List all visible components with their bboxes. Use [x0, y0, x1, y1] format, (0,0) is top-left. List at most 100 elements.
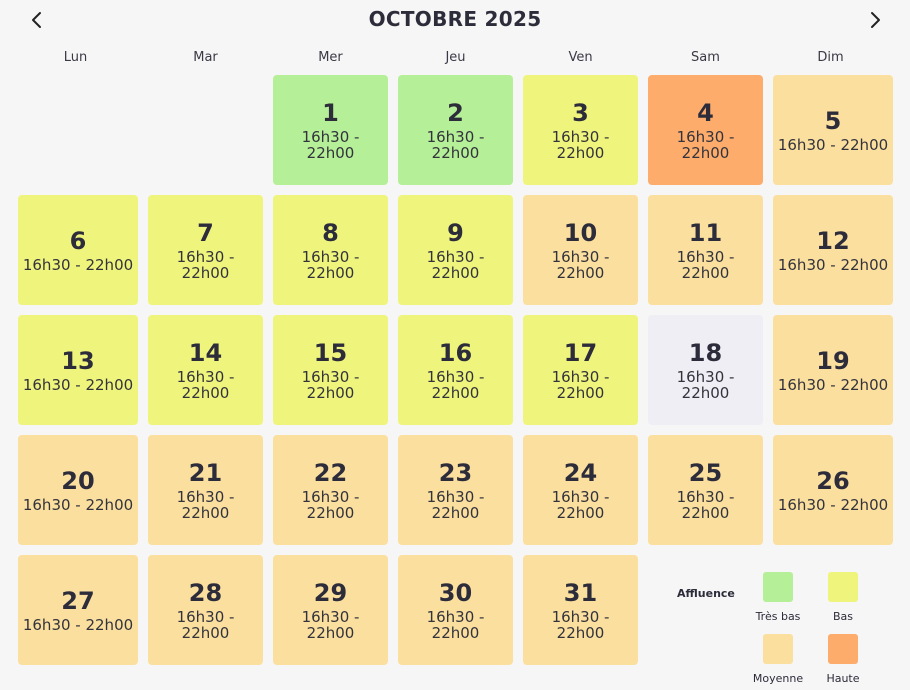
day-cell-20[interactable]: 20 16h30 - 22h00 — [18, 435, 138, 545]
opening-hours: 16h30 - 22h00 — [551, 608, 610, 642]
day-cell-6[interactable]: 6 16h30 - 22h00 — [18, 195, 138, 305]
opening-hours: 16h30 - 22h00 — [426, 488, 485, 522]
legend-swatch — [828, 572, 858, 602]
opening-hours: 16h30 - 22h00 — [22, 496, 134, 514]
weekday-label: Mer — [318, 50, 343, 65]
opening-hours: 16h30 - 22h00 — [176, 608, 235, 642]
day-cell-23[interactable]: 23 16h30 - 22h00 — [398, 435, 513, 545]
opening-hours: 16h30 - 22h00 — [176, 248, 235, 282]
day-number: 26 — [816, 467, 850, 495]
opening-hours: 16h30 - 22h00 — [551, 248, 610, 282]
opening-hours: 16h30 - 22h00 — [22, 256, 134, 274]
day-cell-27[interactable]: 27 16h30 - 22h00 — [18, 555, 138, 665]
next-month-button[interactable] — [863, 8, 887, 32]
opening-hours: 16h30 - 22h00 — [176, 488, 235, 522]
day-cell-10[interactable]: 10 16h30 - 22h00 — [523, 195, 638, 305]
day-number: 31 — [563, 579, 598, 607]
day-number: 14 — [188, 339, 223, 367]
day-cell-28[interactable]: 28 16h30 - 22h00 — [148, 555, 263, 665]
day-number: 24 — [563, 459, 598, 487]
opening-hours: 16h30 - 22h00 — [301, 248, 360, 282]
weekday-label: Mar — [193, 50, 218, 65]
chevron-left-icon — [32, 12, 41, 28]
day-cell-9[interactable]: 9 16h30 - 22h00 — [398, 195, 513, 305]
day-cell-15[interactable]: 15 16h30 - 22h00 — [273, 315, 388, 425]
day-number: 21 — [188, 459, 223, 487]
day-cell-1[interactable]: 1 16h30 - 22h00 — [273, 75, 388, 185]
opening-hours: 16h30 - 22h00 — [426, 248, 485, 282]
opening-hours: 16h30 - 22h00 — [777, 256, 889, 274]
month-title: OCTOBRE 2025 — [368, 7, 542, 31]
opening-hours: 16h30 - 22h00 — [22, 376, 134, 394]
day-number: 17 — [563, 339, 598, 367]
opening-hours: 16h30 - 22h00 — [551, 128, 610, 162]
day-number: 6 — [69, 227, 87, 255]
day-cell-21[interactable]: 21 16h30 - 22h00 — [148, 435, 263, 545]
day-cell-24[interactable]: 24 16h30 - 22h00 — [523, 435, 638, 545]
opening-hours: 16h30 - 22h00 — [777, 136, 889, 154]
day-cell-3[interactable]: 3 16h30 - 22h00 — [523, 75, 638, 185]
opening-hours: 16h30 - 22h00 — [301, 128, 360, 162]
opening-hours: 16h30 - 22h00 — [22, 616, 134, 634]
day-number: 4 — [697, 99, 714, 127]
opening-hours: 16h30 - 22h00 — [176, 368, 235, 402]
day-cell-25[interactable]: 25 16h30 - 22h00 — [648, 435, 763, 545]
opening-hours: 16h30 - 22h00 — [301, 608, 360, 642]
opening-hours: 16h30 - 22h00 — [426, 128, 485, 162]
weekday-label: Ven — [568, 50, 593, 65]
day-number: 3 — [572, 99, 589, 127]
day-cell-11[interactable]: 11 16h30 - 22h00 — [648, 195, 763, 305]
day-number: 1 — [322, 99, 339, 127]
calendar-header: OCTOBRE 2025 — [0, 0, 910, 40]
day-cell-26[interactable]: 26 16h30 - 22h00 — [773, 435, 893, 545]
legend-item-moyenne: Moyenne — [738, 634, 818, 685]
day-cell-12[interactable]: 12 16h30 - 22h00 — [773, 195, 893, 305]
day-number: 30 — [438, 579, 473, 607]
opening-hours: 16h30 - 22h00 — [426, 608, 485, 642]
legend-title: Affluence — [677, 587, 735, 600]
day-cell-5[interactable]: 5 16h30 - 22h00 — [773, 75, 893, 185]
day-cell-13[interactable]: 13 16h30 - 22h00 — [18, 315, 138, 425]
day-cell-18[interactable]: 18 16h30 - 22h00 — [648, 315, 763, 425]
weekday-label: Sam — [691, 50, 720, 65]
day-cell-7[interactable]: 7 16h30 - 22h00 — [148, 195, 263, 305]
opening-hours: 16h30 - 22h00 — [551, 488, 610, 522]
day-number: 20 — [61, 467, 95, 495]
day-number: 12 — [816, 227, 850, 255]
opening-hours: 16h30 - 22h00 — [551, 368, 610, 402]
opening-hours: 16h30 - 22h00 — [676, 488, 735, 522]
day-cell-30[interactable]: 30 16h30 - 22h00 — [398, 555, 513, 665]
legend-swatch — [828, 634, 858, 664]
day-cell-8[interactable]: 8 16h30 - 22h00 — [273, 195, 388, 305]
day-cell-19[interactable]: 19 16h30 - 22h00 — [773, 315, 893, 425]
opening-hours: 16h30 - 22h00 — [676, 248, 735, 282]
legend-item-haute: Haute — [803, 634, 883, 685]
day-cell-14[interactable]: 14 16h30 - 22h00 — [148, 315, 263, 425]
weekday-header-row: Lun Mar Mer Jeu Ven Sam Dim — [0, 50, 910, 70]
legend-label: Moyenne — [752, 672, 804, 685]
legend-swatch — [763, 634, 793, 664]
day-number: 16 — [438, 339, 473, 367]
day-number: 27 — [61, 587, 95, 615]
day-number: 5 — [824, 107, 842, 135]
day-cell-4[interactable]: 4 16h30 - 22h00 — [648, 75, 763, 185]
day-cell-17[interactable]: 17 16h30 - 22h00 — [523, 315, 638, 425]
day-number: 10 — [563, 219, 598, 247]
day-number: 23 — [438, 459, 473, 487]
day-cell-31[interactable]: 31 16h30 - 22h00 — [523, 555, 638, 665]
previous-month-button[interactable] — [25, 8, 49, 32]
legend-item-tres_bas: Très bas — [738, 572, 818, 623]
day-number: 19 — [816, 347, 850, 375]
day-number: 28 — [188, 579, 223, 607]
day-cell-22[interactable]: 22 16h30 - 22h00 — [273, 435, 388, 545]
opening-hours: 16h30 - 22h00 — [777, 376, 889, 394]
opening-hours: 16h30 - 22h00 — [676, 128, 735, 162]
day-cell-2[interactable]: 2 16h30 - 22h00 — [398, 75, 513, 185]
opening-hours: 16h30 - 22h00 — [676, 368, 735, 402]
weekday-label: Jeu — [445, 50, 466, 65]
legend-label: Haute — [826, 672, 860, 685]
day-cell-16[interactable]: 16 16h30 - 22h00 — [398, 315, 513, 425]
day-number: 7 — [197, 219, 214, 247]
day-cell-29[interactable]: 29 16h30 - 22h00 — [273, 555, 388, 665]
